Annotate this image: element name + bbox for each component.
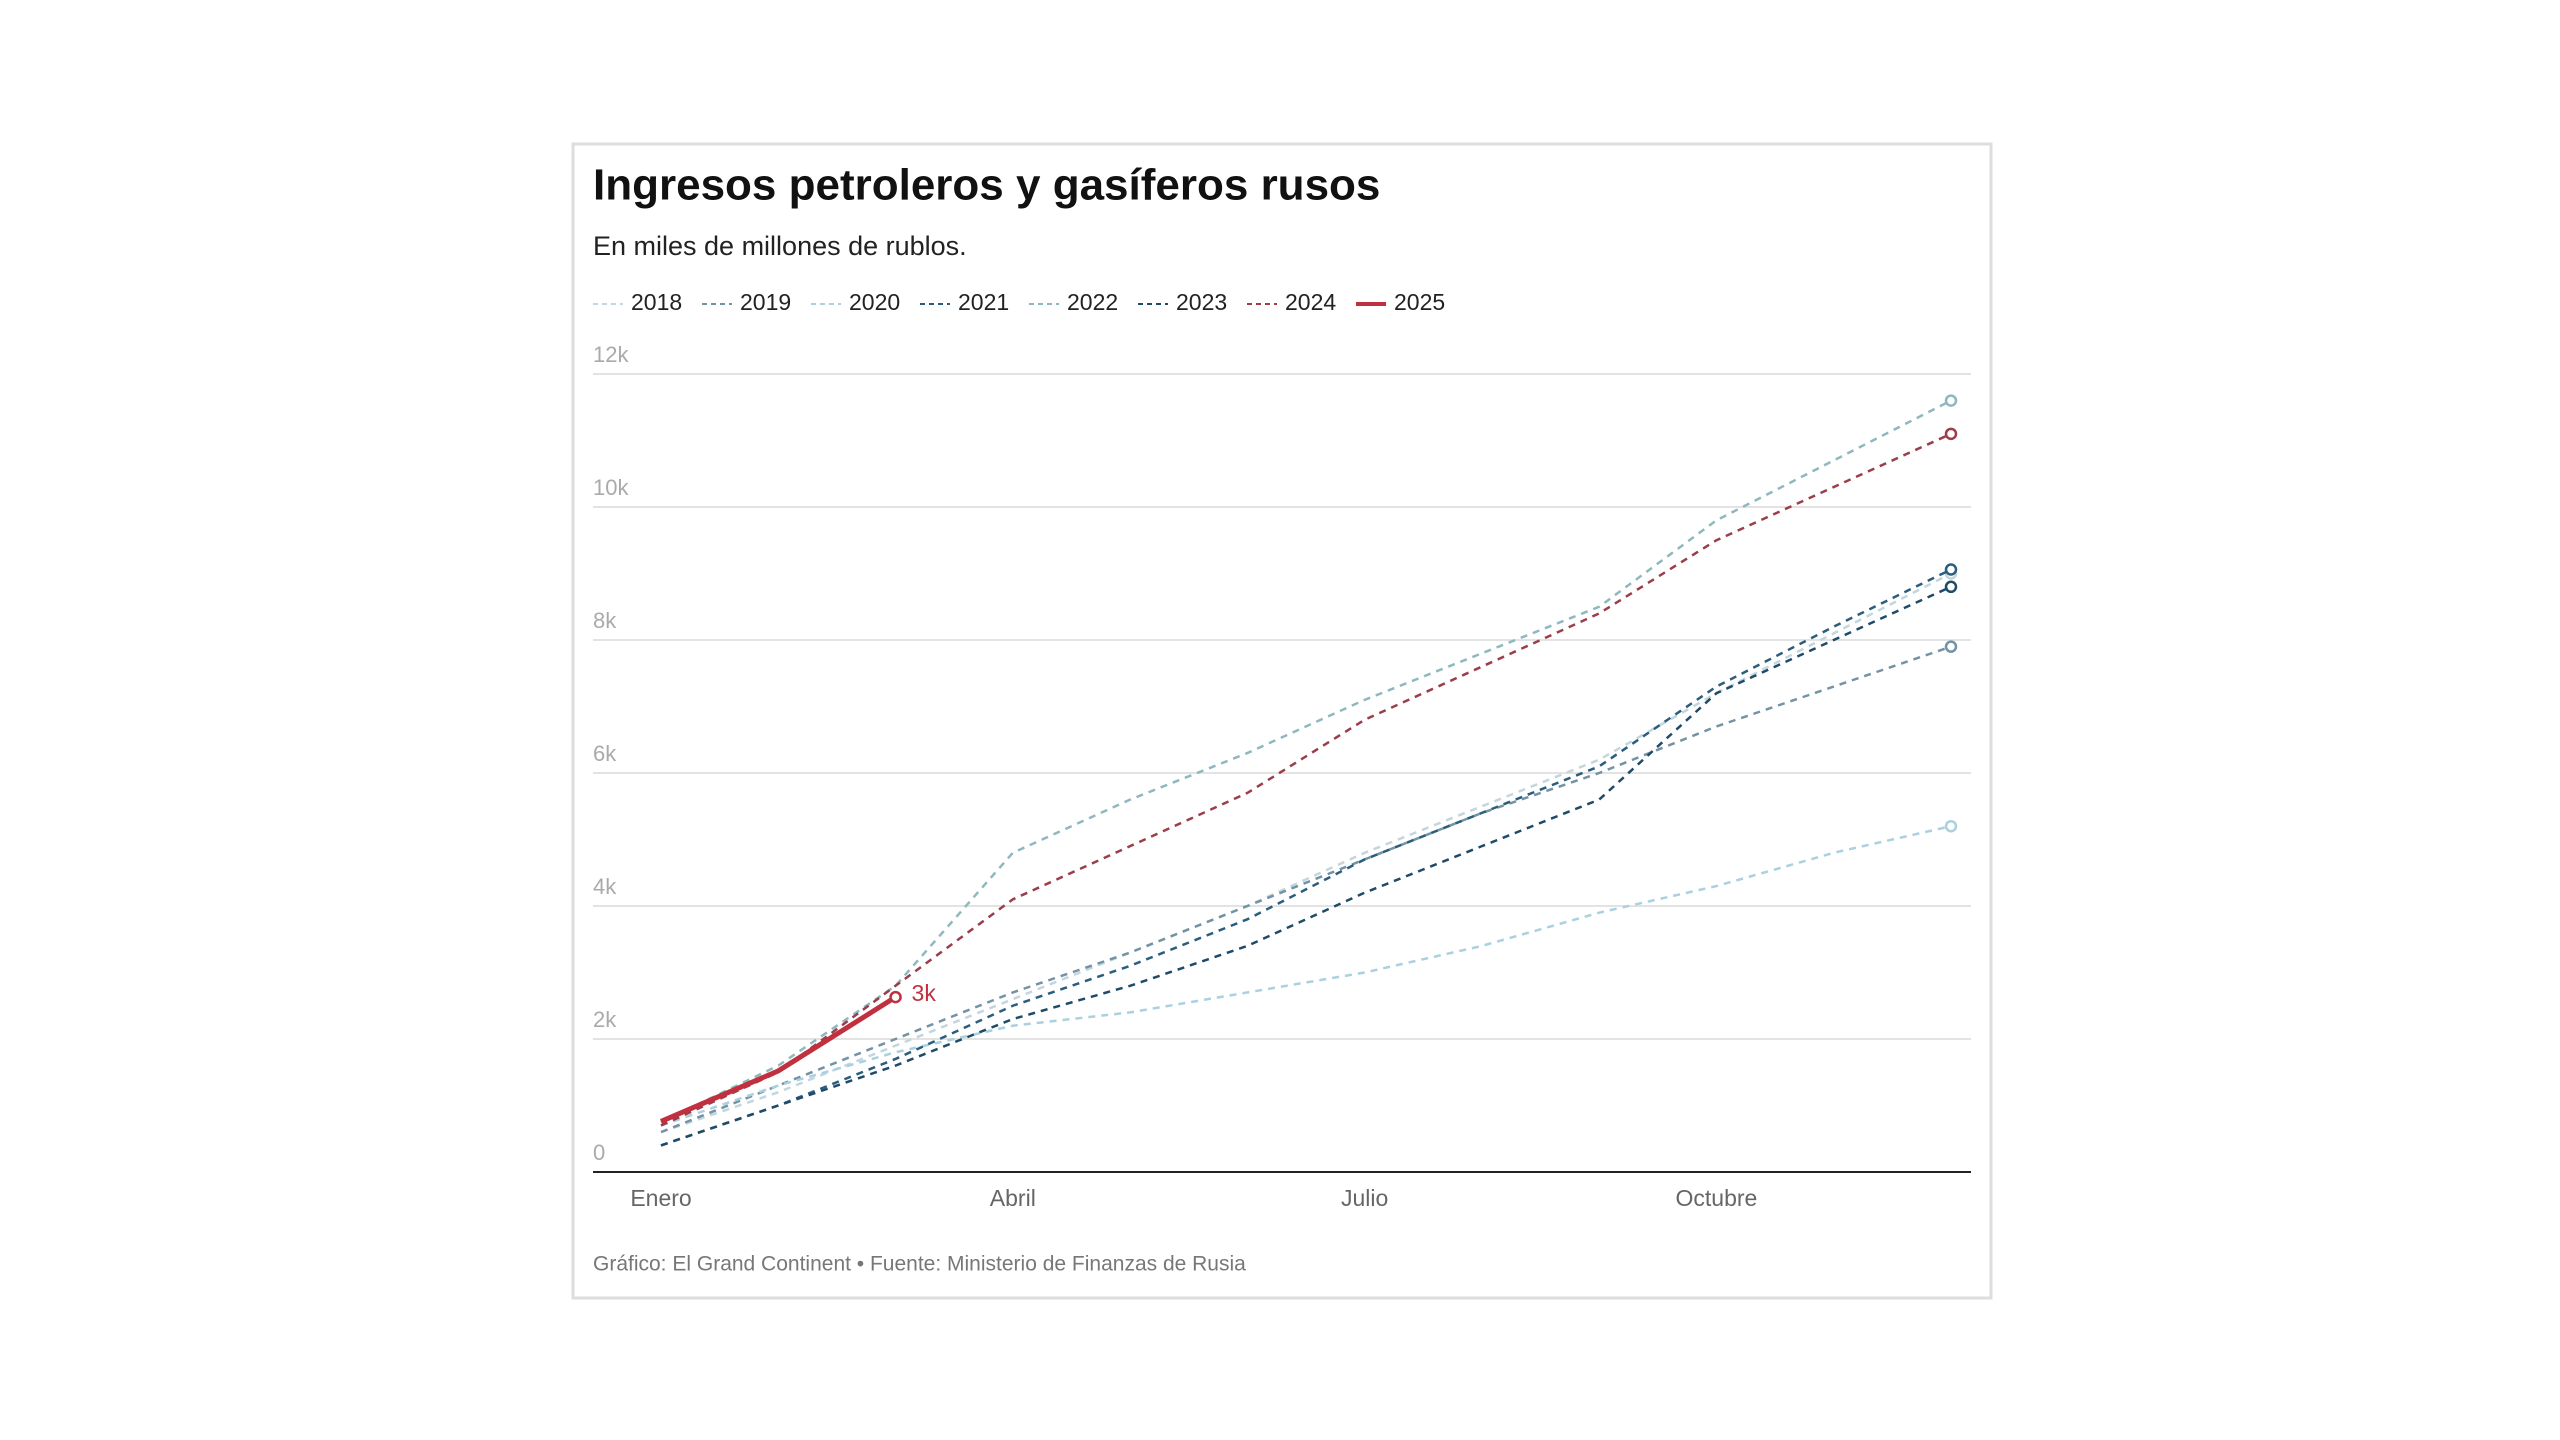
series-line — [660, 432, 1952, 1127]
end-point — [889, 990, 902, 1004]
legend-label: 2025 — [1394, 289, 1445, 315]
legend-label: 2023 — [1176, 289, 1227, 315]
y-tick-label: 4k — [593, 874, 617, 899]
series-line — [660, 824, 1952, 1127]
legend-label: 2024 — [1285, 289, 1336, 315]
y-tick-label: 0 — [593, 1140, 605, 1165]
series-line — [660, 994, 897, 1124]
legend-label: 2020 — [849, 289, 900, 315]
value-label: 3k — [912, 980, 937, 1006]
legend-label: 2018 — [631, 289, 682, 315]
chart-title: Ingresos petroleros y gasíferos rusos — [593, 161, 1380, 210]
y-tick-label: 8k — [593, 608, 617, 633]
series-line — [660, 645, 1952, 1134]
chart-subtitle: En miles de millones de rublos. — [593, 231, 967, 261]
y-tick-label: 2k — [593, 1007, 617, 1032]
legend-label: 2022 — [1067, 289, 1118, 315]
y-tick-label: 12k — [593, 342, 629, 367]
x-tick-label: Octubre — [1676, 1185, 1758, 1211]
card — [571, 142, 1993, 1300]
y-tick-label: 6k — [593, 741, 617, 766]
y-tick-label: 10k — [593, 475, 629, 500]
series-line — [660, 568, 1952, 1147]
end-point — [1944, 394, 1958, 407]
end-point — [1944, 640, 1958, 653]
series-line — [660, 585, 1952, 1147]
end-point — [1944, 819, 1958, 833]
x-tick-label: Enero — [630, 1185, 691, 1211]
series-line — [660, 572, 1952, 1134]
legend-label: 2019 — [740, 289, 791, 315]
end-point — [1944, 580, 1958, 594]
x-tick-label: Abril — [990, 1185, 1036, 1211]
source-note: Gráfico: El Grand Continent • Fuente: Mi… — [593, 1253, 1246, 1276]
legend-label: 2021 — [958, 289, 1009, 315]
end-point — [1944, 427, 1958, 441]
x-tick-label: Julio — [1341, 1185, 1388, 1211]
end-point — [1944, 563, 1958, 576]
